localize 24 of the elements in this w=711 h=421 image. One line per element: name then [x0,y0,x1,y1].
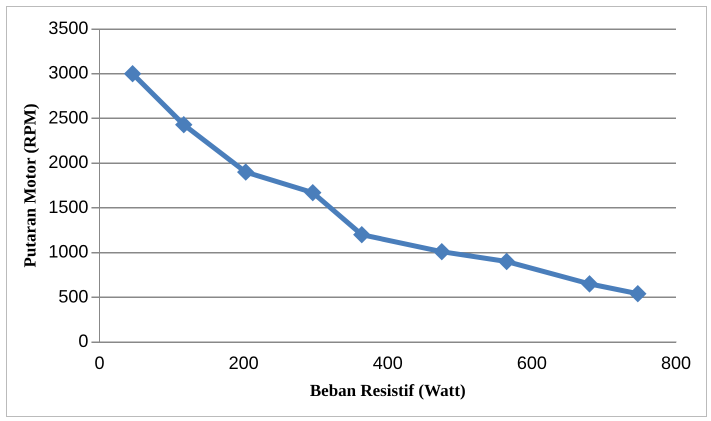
point [498,253,516,270]
y-tick-label: 3500 [48,18,88,38]
point [304,184,322,202]
y-tick-label: 1000 [48,242,88,262]
y-tick-label: 3000 [48,62,88,83]
x-tick-label: 200 [228,352,259,373]
x-tick-label: 0 [94,352,104,373]
y-axis-title: Putaran Motor (RPM) [20,104,40,268]
point [353,226,370,244]
y-tick-label: 0 [78,330,88,351]
point [629,285,646,302]
x-axis-title: Beban Resistif (Watt) [310,381,466,400]
x-tick-label: 600 [516,352,547,373]
y-tick-label: 2000 [48,152,88,172]
point [124,65,142,82]
point [237,164,254,181]
y-tick-label: 500 [58,286,88,306]
point [581,275,598,292]
y-tick-label: 2500 [48,107,88,128]
x-tick-label: 800 [660,352,692,373]
x-tick-label: 400 [372,352,403,373]
point [433,243,450,260]
point [175,116,192,134]
y-tick-label: 1500 [48,196,88,217]
